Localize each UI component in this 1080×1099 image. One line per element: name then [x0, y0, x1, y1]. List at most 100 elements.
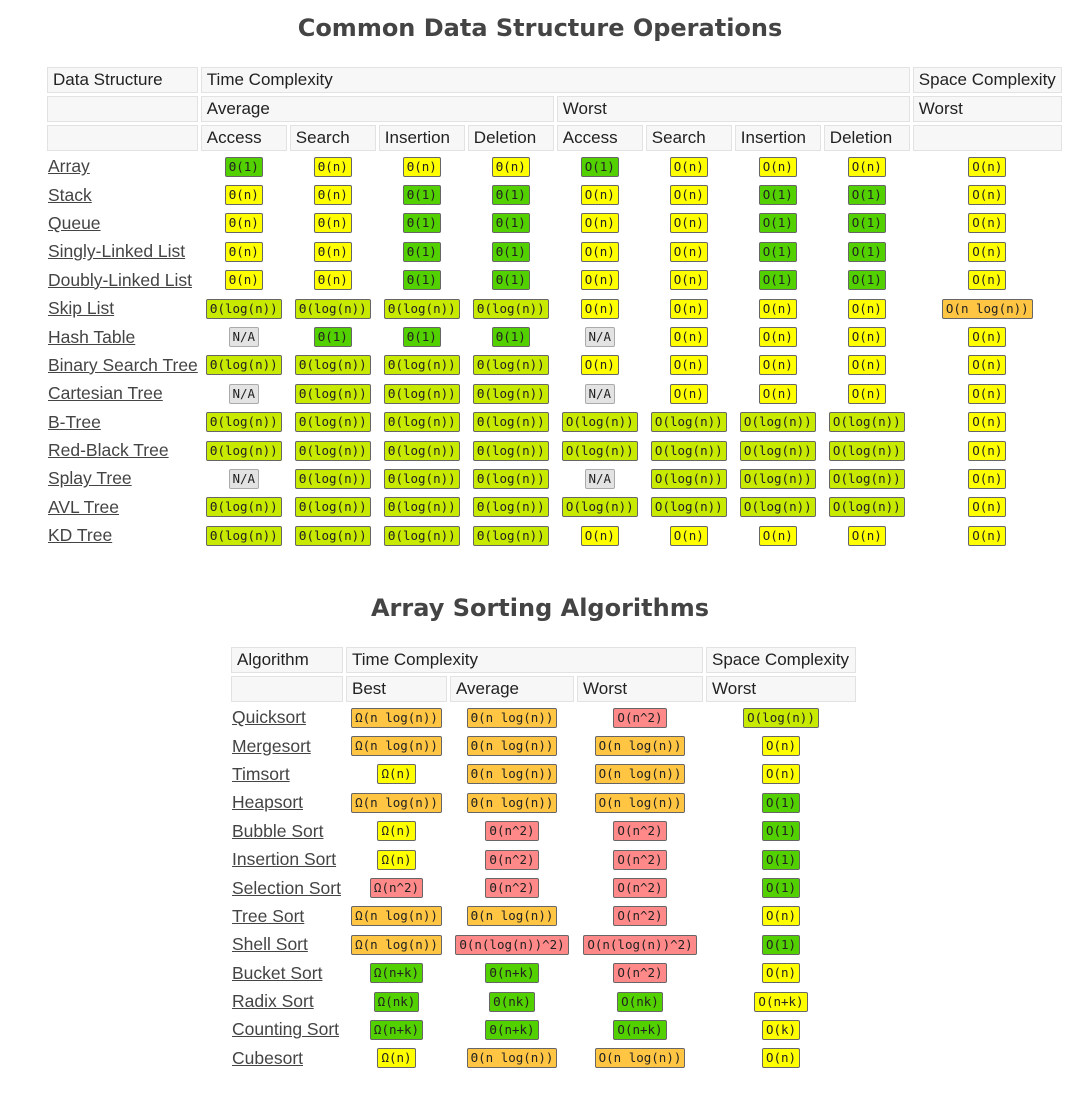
complexity-badge: O(n): [968, 412, 1007, 433]
table-row: Array Θ(1) Θ(n) Θ(n) Θ(n) O(1) O(n) O(n) O(n) O(n…: [47, 154, 1062, 179]
row-name-link[interactable]: Tree Sort: [232, 905, 305, 926]
complexity-cell: Θ(n^2): [450, 875, 574, 900]
complexity-badge: Θ(n log(n)): [466, 792, 558, 813]
row-name-link[interactable]: Bubble Sort: [232, 820, 324, 841]
header-empty: [47, 125, 198, 151]
complexity-cell: O(1): [706, 847, 856, 872]
row-name-link[interactable]: Insertion Sort: [232, 849, 337, 870]
complexity-cell: N/A: [201, 466, 287, 491]
complexity-cell: Θ(1): [468, 268, 554, 293]
complexity-cell: O(nk): [577, 989, 703, 1014]
complexity-badge: Θ(1): [491, 241, 530, 262]
complexity-badge: Θ(n+k): [485, 1019, 539, 1040]
complexity-badge: O(1): [761, 821, 801, 842]
complexity-badge: Ω(n log(n)): [351, 736, 442, 757]
complexity-badge: Θ(n log(n)): [466, 906, 558, 927]
complexity-badge: O(n): [968, 185, 1007, 206]
row-name-link[interactable]: Red-Black Tree: [48, 440, 169, 461]
complexity-badge: O(log(n)): [828, 497, 905, 518]
row-name-link[interactable]: Mergesort: [232, 735, 311, 756]
complexity-cell: O(n): [913, 381, 1062, 406]
row-name-link[interactable]: Cubesort: [232, 1047, 304, 1068]
row-name-link[interactable]: AVL Tree: [48, 496, 120, 517]
complexity-badge: Θ(n): [313, 156, 352, 177]
row-name-cell: Selection Sort: [231, 875, 343, 900]
complexity-cell: O(n): [646, 239, 732, 264]
complexity-cell: Θ(1): [468, 211, 554, 236]
row-name-cell: Heapsort: [231, 790, 343, 815]
row-name-link[interactable]: Timsort: [232, 763, 290, 784]
row-name-link[interactable]: Cartesian Tree: [48, 383, 163, 404]
complexity-badge: Ω(n log(n)): [351, 792, 442, 813]
complexity-badge: Θ(1): [402, 270, 441, 291]
row-name-link[interactable]: Counting Sort: [232, 1019, 340, 1040]
header-time-complexity: Time Complexity: [200, 67, 910, 93]
complexity-cell: Θ(1): [201, 154, 287, 179]
row-name-link[interactable]: Stack: [48, 184, 92, 205]
complexity-cell: O(n): [913, 495, 1062, 520]
complexity-cell: O(n^2): [577, 705, 703, 730]
complexity-cell: Θ(nk): [450, 989, 574, 1014]
row-name-cell: Stack: [47, 182, 198, 207]
complexity-cell: Θ(1): [379, 182, 465, 207]
row-name-link[interactable]: Shell Sort: [232, 934, 308, 955]
complexity-badge: O(log(n)): [650, 497, 727, 518]
header-worst: Worst: [556, 96, 910, 122]
complexity-badge: Θ(n log(n)): [466, 736, 558, 757]
complexity-cell: O(n): [735, 353, 821, 378]
row-name-link[interactable]: Array: [48, 156, 90, 177]
complexity-cell: Θ(log(n)): [468, 381, 554, 406]
complexity-badge: O(log(n)): [650, 412, 727, 433]
complexity-cell: Θ(log(n)): [201, 353, 287, 378]
complexity-badge: O(k): [761, 1019, 801, 1040]
complexity-cell: Ω(n log(n)): [346, 790, 447, 815]
complexity-badge: O(1): [761, 934, 801, 955]
complexity-badge: Θ(1): [313, 327, 352, 348]
complexity-badge: O(1): [758, 213, 797, 234]
complexity-cell: O(log(n)): [735, 495, 821, 520]
row-name-link[interactable]: Queue: [48, 212, 101, 233]
complexity-cell: Ω(n log(n)): [346, 733, 447, 758]
row-name-link[interactable]: Binary Search Tree: [48, 354, 198, 375]
row-name-link[interactable]: Quicksort: [232, 707, 306, 728]
complexity-badge: Θ(1): [402, 185, 441, 206]
complexity-badge: Θ(log(n)): [294, 468, 371, 489]
header-op: Access: [556, 125, 643, 151]
complexity-badge: O(log(n)): [743, 707, 819, 728]
complexity-badge: Θ(n): [402, 156, 441, 177]
complexity-badge: O(1): [758, 185, 797, 206]
complexity-cell: O(n+k): [706, 989, 856, 1014]
row-name-cell: Counting Sort: [231, 1017, 343, 1042]
complexity-cell: Θ(log(n)): [201, 296, 287, 321]
complexity-cell: O(log(n)): [557, 495, 643, 520]
row-name-link[interactable]: Radix Sort: [232, 991, 314, 1012]
row-name-link[interactable]: Doubly-Linked List: [48, 269, 192, 290]
table-row: Doubly-Linked List Θ(n) Θ(n) Θ(1) Θ(1) O(n) O(…: [47, 268, 1062, 293]
row-name-cell: Bucket Sort: [231, 961, 343, 986]
row-name-link[interactable]: B-Tree: [48, 411, 101, 432]
complexity-cell: O(n log(n)): [577, 733, 703, 758]
row-name-cell: Skip List: [47, 296, 198, 321]
row-name-cell: B-Tree: [47, 410, 198, 435]
complexity-cell: Θ(log(n)): [468, 438, 554, 463]
row-name-link[interactable]: KD Tree: [48, 525, 113, 546]
complexity-cell: O(n): [557, 268, 643, 293]
row-name-link[interactable]: Bucket Sort: [232, 962, 323, 983]
row-name-link[interactable]: Splay Tree: [48, 468, 132, 489]
complexity-badge: O(n): [758, 327, 797, 348]
complexity-cell: N/A: [201, 381, 287, 406]
complexity-cell: O(n): [913, 211, 1062, 236]
row-name-link[interactable]: Selection Sort: [232, 877, 341, 898]
row-name-link[interactable]: Heapsort: [232, 792, 304, 813]
complexity-badge: O(1): [761, 849, 801, 870]
row-name-link[interactable]: Skip List: [48, 298, 115, 319]
complexity-cell: Θ(n): [201, 211, 287, 236]
row-name-link[interactable]: Hash Table: [48, 326, 136, 347]
row-name-link[interactable]: Singly-Linked List: [48, 241, 186, 262]
row-name-cell: KD Tree: [47, 523, 198, 548]
complexity-badge: Ω(nk): [373, 991, 420, 1012]
complexity-cell: O(n): [735, 324, 821, 349]
complexity-cell: O(log(n)): [646, 438, 732, 463]
complexity-badge: Θ(log(n)): [383, 412, 460, 433]
complexity-cell: O(log(n)): [824, 495, 910, 520]
